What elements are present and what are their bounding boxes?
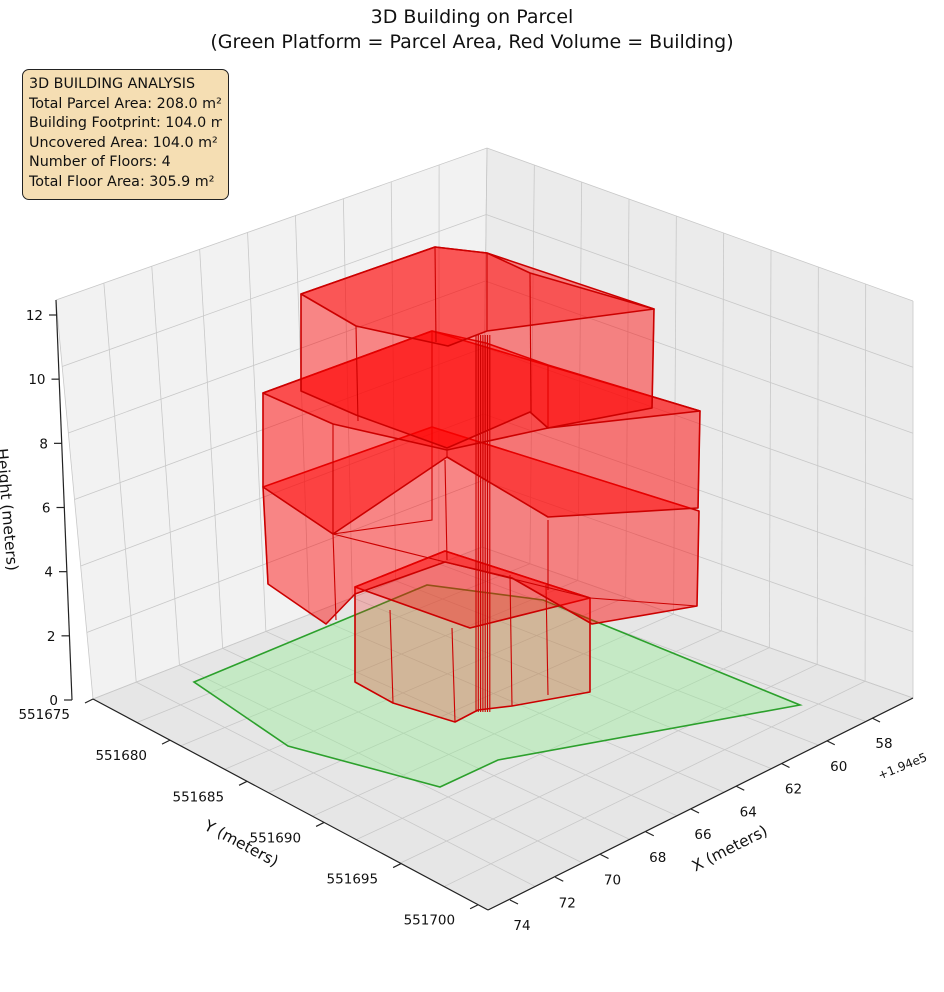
parcel-layer — [192, 584, 803, 788]
z-tick-label: 6 — [42, 501, 51, 517]
x-tick-label: 70 — [604, 873, 621, 889]
grid-line — [136, 681, 536, 887]
x-tick — [781, 762, 790, 769]
info-line-parcel-area: Total Parcel Area: 208.0 m² — [29, 95, 222, 112]
grid-line — [222, 647, 630, 840]
y-tick-label: 551690 — [250, 830, 302, 846]
floor-3-edge — [697, 410, 701, 509]
floor-2-edge — [262, 486, 269, 585]
x-tick — [690, 808, 700, 814]
z-tick-label: 10 — [28, 372, 45, 388]
grid-line — [443, 680, 866, 887]
x-tick — [600, 853, 609, 860]
x-tick-label: 60 — [830, 759, 847, 775]
z-tick-label: 0 — [49, 693, 58, 709]
y-tick-label: 551680 — [95, 748, 147, 764]
x-tick-label: 72 — [559, 895, 576, 911]
grid-lines — [55, 147, 914, 911]
x-tick — [645, 831, 655, 837]
y-tick — [315, 821, 325, 827]
x-tick — [826, 740, 836, 746]
parcel-polygon — [192, 584, 803, 788]
floor-2-edge — [332, 533, 337, 621]
chart-title: 3D Building on Parcel — [370, 6, 574, 28]
floor-4-edge — [355, 325, 359, 422]
grid-line — [395, 580, 819, 746]
y-tick — [469, 904, 479, 910]
floor-4-edge — [434, 246, 437, 343]
analysis-info-box: 3D BUILDING ANALYSIS Total Parcel Area: … — [22, 69, 229, 200]
x-tick-label: 66 — [694, 827, 711, 843]
z-tick-label: 4 — [44, 565, 53, 581]
grid-line — [55, 147, 914, 302]
grid-line — [179, 664, 583, 864]
y-tick — [84, 698, 94, 704]
x-tick — [871, 717, 881, 723]
x-tick — [735, 785, 745, 791]
info-line-footprint: Building Footprint: 104.0 m² — [29, 115, 222, 132]
x-tick-label: 62 — [785, 782, 802, 798]
floor-1-edge — [509, 574, 513, 707]
floor-1-edge — [545, 584, 549, 696]
info-heading: 3D BUILDING ANALYSIS — [29, 76, 196, 92]
grid-line — [268, 613, 674, 794]
z-axis-label: Height (meters) — [0, 448, 21, 572]
x-tick-label: 64 — [740, 804, 757, 820]
floor-4-edge — [529, 272, 532, 414]
grid-line — [68, 280, 914, 434]
z-axis-line — [55, 299, 73, 701]
floor-2-edge — [444, 459, 448, 561]
info-line-floor-area: Total Floor Area: 305.9 m² — [29, 173, 215, 190]
floor-1-edge — [389, 609, 394, 704]
grid-line — [481, 546, 914, 699]
x-tick — [509, 899, 519, 905]
x-tick — [554, 876, 564, 882]
grid-line — [352, 597, 772, 770]
y-tick-label: 551685 — [173, 789, 225, 805]
x-tick-label: 68 — [649, 850, 666, 866]
building-layer — [262, 246, 701, 723]
floor-4-edge — [651, 308, 655, 409]
y-tick — [238, 780, 248, 786]
grid-line — [356, 647, 770, 841]
grid-line — [265, 631, 678, 817]
y-tick-label: 551695 — [327, 872, 379, 888]
y-tick — [392, 863, 402, 869]
floor-pane — [93, 547, 913, 910]
floor-1-edge — [451, 627, 456, 723]
x-axis-line — [487, 697, 914, 911]
grid-line — [224, 596, 626, 770]
z-tick-label: 8 — [39, 436, 48, 452]
info-line-uncovered: Uncovered Area: 104.0 m² — [29, 134, 218, 151]
floor-1-top — [354, 550, 591, 629]
grid-line — [62, 214, 914, 368]
y-tick — [161, 739, 171, 745]
y-tick-label: 551700 — [404, 913, 456, 929]
z-tick-label: 2 — [47, 629, 56, 645]
info-line-floors: Number of Floors: 4 — [29, 154, 171, 171]
grid-line — [312, 630, 722, 817]
x-tick-label: 58 — [875, 736, 892, 752]
chart-subtitle: (Green Platform = Parcel Area, Red Volum… — [210, 31, 734, 53]
z-tick-label: 12 — [26, 308, 43, 324]
x-offset-label: +1.94e5 — [876, 750, 929, 782]
grid-line — [400, 664, 818, 864]
x-tick-label: 74 — [513, 918, 530, 934]
y-axis-line — [92, 698, 489, 911]
y-tick-label: 551675 — [18, 707, 70, 723]
grid-line — [308, 614, 725, 793]
